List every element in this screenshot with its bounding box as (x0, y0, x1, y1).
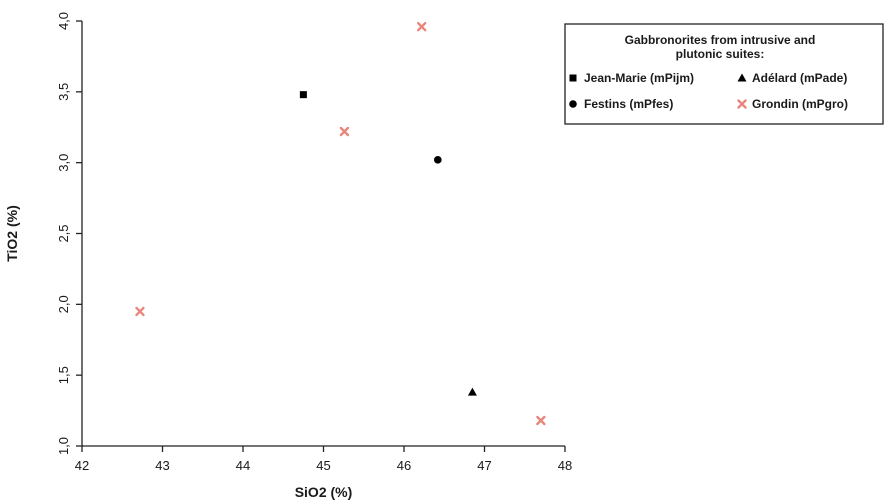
x-tick-label: 42 (75, 458, 89, 473)
legend-entry: Festins (mPfes) (584, 97, 673, 111)
y-tick-label: 2,0 (56, 295, 71, 313)
legend-title: plutonic suites: (676, 47, 765, 61)
data-point (434, 156, 442, 164)
data-point (467, 387, 477, 396)
legend: Gabbronorites from intrusive andplutonic… (564, 23, 884, 125)
legend-entry: Adélard (mPade) (752, 71, 847, 85)
x-tick-label: 44 (236, 458, 250, 473)
legend-marker (737, 73, 747, 82)
legend-marker (569, 74, 577, 82)
legend-entry: Grondin (mPgro) (752, 97, 848, 111)
y-tick-label: 3,0 (56, 154, 71, 172)
legend-marker (737, 99, 747, 109)
data-point (135, 306, 145, 317)
x-tick-label: 43 (155, 458, 169, 473)
plot-area: 42 43 44 45 46 47 48 1,0 1,5 2,0 2,5 3,0 3,5 4,0 (56, 12, 572, 473)
x-tick-label: 47 (477, 458, 491, 473)
legend-box (564, 23, 884, 125)
legend-entry: Jean-Marie (mPijm) (584, 71, 694, 85)
x-tick-label: 48 (558, 458, 572, 473)
data-point (536, 415, 546, 426)
data-point (417, 21, 427, 32)
data-point (339, 126, 350, 137)
y-axis-title: TiO2 (%) (4, 205, 20, 262)
y-tick-label: 1,5 (56, 366, 71, 384)
x-axis-title: SiO2 (%) (295, 484, 353, 500)
x-tick-label: 46 (397, 458, 411, 473)
y-tick-label: 1,0 (56, 437, 71, 455)
data-point (299, 91, 307, 99)
x-tick-label: 45 (316, 458, 330, 473)
y-tick-label: 2,5 (56, 224, 71, 242)
legend-marker (569, 100, 577, 108)
legend-title: Gabbronorites from intrusive and (625, 33, 816, 47)
y-tick-label: 3,5 (56, 83, 71, 101)
y-tick-label: 4,0 (56, 12, 71, 30)
